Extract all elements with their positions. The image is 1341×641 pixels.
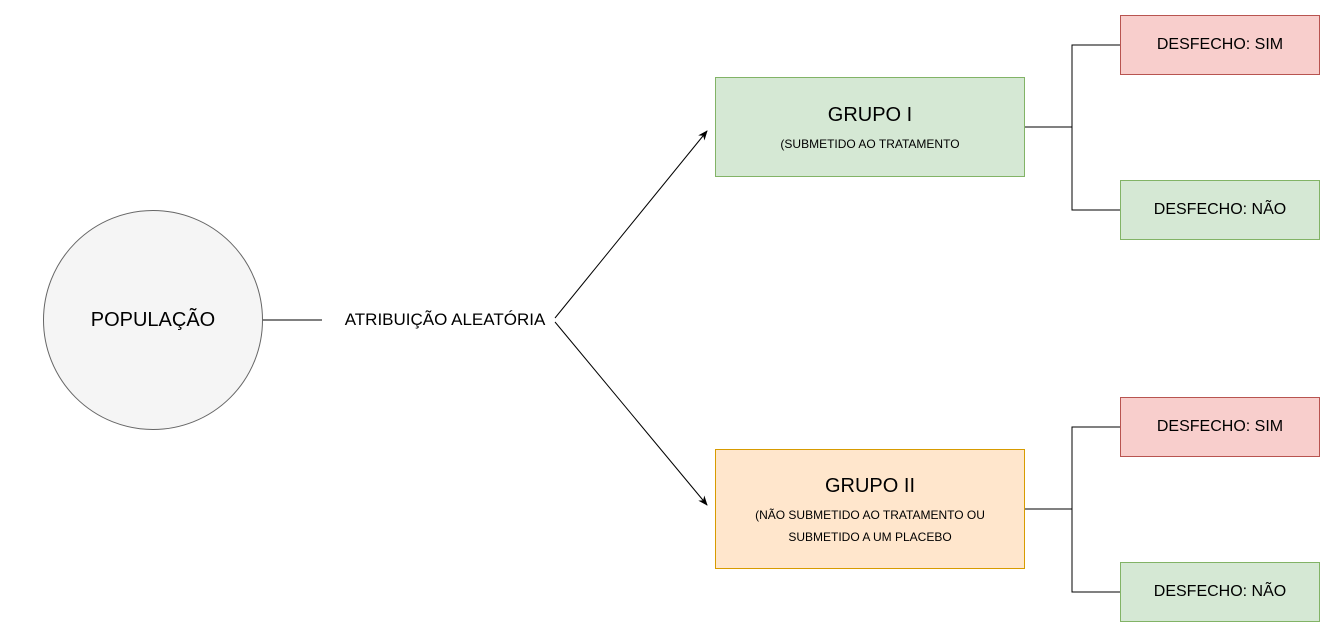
group-1-title: GRUPO I	[828, 104, 912, 127]
group-1-node: GRUPO I (SUBMETIDO AO TRATAMENTO	[715, 77, 1025, 177]
outcome-2-no-node: DESFECHO: NÃO	[1120, 562, 1320, 622]
outcome-1-yes-label: DESFECHO: SIM	[1157, 36, 1283, 54]
random-assignment-text: ATRIBUIÇÃO ALEATÓRIA	[345, 310, 546, 329]
outcome-2-yes-node: DESFECHO: SIM	[1120, 397, 1320, 457]
outcome-1-no-label: DESFECHO: NÃO	[1154, 201, 1286, 219]
outcome-2-no-label: DESFECHO: NÃO	[1154, 583, 1286, 601]
group-2-subtitle-2: SUBMETIDO A UM PLACEBO	[788, 530, 951, 544]
population-label: POPULAÇÃO	[91, 309, 215, 332]
group-2-node: GRUPO II (NÃO SUBMETIDO AO TRATAMENTO OU…	[715, 449, 1025, 569]
group-2-title: GRUPO II	[825, 475, 915, 498]
group-2-subtitle-1: (NÃO SUBMETIDO AO TRATAMENTO OU	[755, 508, 985, 522]
group-1-subtitle: (SUBMETIDO AO TRATAMENTO	[780, 137, 959, 151]
outcome-1-no-node: DESFECHO: NÃO	[1120, 180, 1320, 240]
random-assignment-label: ATRIBUIÇÃO ALEATÓRIA	[330, 309, 560, 331]
outcome-1-yes-node: DESFECHO: SIM	[1120, 15, 1320, 75]
population-node: POPULAÇÃO	[43, 210, 263, 430]
outcome-2-yes-label: DESFECHO: SIM	[1157, 418, 1283, 436]
